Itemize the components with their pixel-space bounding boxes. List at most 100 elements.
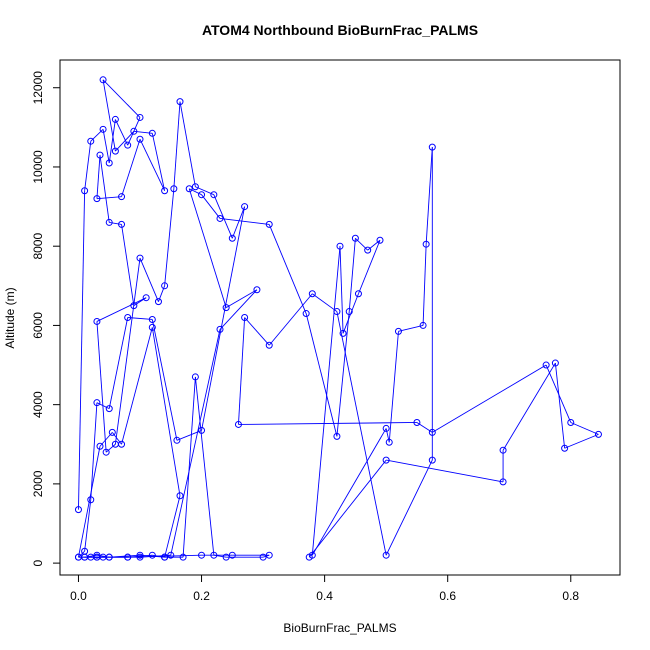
data-point — [111, 115, 119, 123]
data-point — [161, 553, 169, 561]
series-segment — [96, 155, 101, 199]
data-point — [394, 327, 402, 335]
series-segment — [388, 331, 399, 443]
data-point — [499, 478, 507, 486]
data-point — [253, 286, 261, 294]
data-point — [234, 420, 242, 428]
series-segment — [432, 364, 547, 433]
data-point — [167, 551, 175, 559]
data-point — [210, 551, 218, 559]
data-point — [170, 185, 178, 193]
data-point — [136, 551, 144, 559]
series-segment — [151, 319, 178, 441]
series-segment — [90, 402, 98, 500]
data-point — [136, 553, 144, 561]
series-segment — [213, 194, 233, 239]
data-point — [222, 304, 230, 312]
series-segment — [182, 376, 196, 558]
series-segment — [84, 499, 92, 552]
data-point — [111, 147, 119, 155]
data-point — [428, 456, 436, 464]
data-point — [567, 418, 575, 426]
series-segment — [109, 221, 122, 225]
data-point — [265, 341, 273, 349]
series-segment — [114, 258, 141, 445]
series-segment — [173, 101, 181, 189]
series-segment — [96, 297, 147, 322]
series-segment — [312, 293, 338, 312]
data-point — [161, 187, 169, 195]
series-segment — [336, 311, 387, 556]
series-segment — [201, 194, 221, 219]
series-segment — [151, 133, 166, 191]
series-segment — [105, 443, 116, 453]
series-segment — [348, 238, 356, 312]
data-point — [99, 125, 107, 133]
data-point — [93, 553, 101, 561]
data-point — [364, 246, 372, 254]
data-point — [428, 143, 436, 151]
series-segment — [311, 246, 341, 556]
series-segment — [102, 129, 110, 164]
chart-title: ATOM4 Northbound BioBurnFrac_PALMS — [202, 22, 478, 38]
series-segment — [268, 293, 313, 346]
data-point — [228, 551, 236, 559]
data-point — [136, 113, 144, 121]
y-tick-label: 8000 — [31, 233, 45, 260]
x-tick-label: 0.2 — [193, 589, 210, 603]
y-axis-label: Altitude (m) — [3, 287, 17, 348]
series-segment — [219, 218, 270, 225]
series-segment — [219, 289, 258, 330]
series-segment — [422, 244, 427, 326]
data-point — [179, 553, 187, 561]
data-point — [130, 302, 138, 310]
series-segment — [108, 119, 116, 164]
data-point — [302, 310, 310, 318]
data-point — [118, 193, 126, 201]
series-segment — [238, 317, 246, 425]
series-segment — [179, 101, 196, 187]
series-segment — [336, 311, 350, 437]
data-point — [108, 428, 116, 436]
data-point — [136, 254, 144, 262]
series-segment — [225, 289, 258, 308]
series-segment — [121, 327, 153, 445]
x-tick-label: 0.8 — [562, 589, 579, 603]
series-segment — [570, 422, 599, 435]
data-point — [87, 496, 95, 504]
data-point — [345, 308, 353, 316]
data-point — [499, 446, 507, 454]
series-segment — [164, 495, 181, 558]
data-point — [185, 185, 193, 193]
data-point — [148, 315, 156, 323]
series-points — [74, 76, 602, 561]
series-segment — [96, 402, 110, 410]
data-point — [161, 282, 169, 290]
data-point — [154, 298, 162, 306]
series-segment — [201, 206, 246, 431]
data-point — [148, 551, 156, 559]
series-segment — [238, 422, 417, 425]
data-point — [376, 236, 384, 244]
data-point — [176, 98, 184, 106]
data-point — [333, 432, 341, 440]
data-point — [305, 553, 313, 561]
data-point — [99, 76, 107, 84]
data-point — [173, 436, 181, 444]
data-point — [336, 242, 344, 250]
series-segment — [502, 362, 556, 451]
data-point — [265, 551, 273, 559]
series-segment — [367, 239, 381, 251]
series-segment — [102, 79, 141, 118]
data-point — [594, 430, 602, 438]
series-segment — [194, 376, 215, 556]
data-point — [130, 127, 138, 135]
series-segment — [84, 141, 92, 191]
x-tick-label: 0.6 — [439, 589, 456, 603]
data-point — [142, 294, 150, 302]
series-segment — [96, 196, 122, 200]
data-point — [561, 444, 569, 452]
data-point — [118, 220, 126, 228]
series-segment — [151, 327, 181, 496]
